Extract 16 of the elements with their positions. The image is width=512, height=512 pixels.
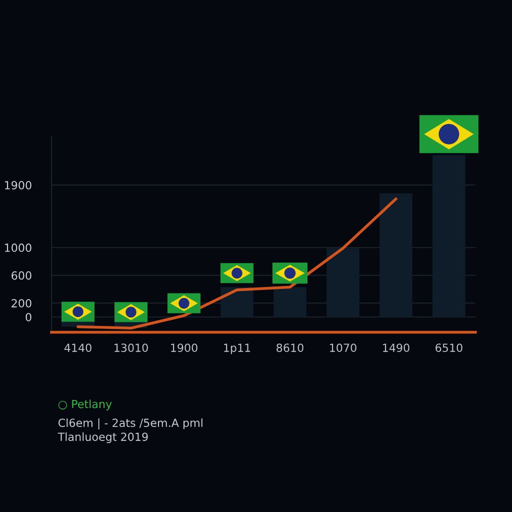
x-tick-label: 13010	[114, 344, 148, 352]
x-tick-label: 6510	[436, 344, 462, 352]
x-tick-label: 1070	[330, 344, 356, 352]
y-tick-label: 200	[12, 299, 32, 308]
text: ○ Petlany	[58, 400, 112, 410]
x-tick-label: 1p11	[224, 344, 250, 354]
y-tick-label: 1900	[5, 180, 32, 190]
text: Cl6em | - 2ats /5em.A pml	[58, 418, 202, 430]
x-tick-label: 8610	[276, 344, 304, 352]
y-tick-label: 0	[26, 312, 32, 322]
y-tick-label: 600	[12, 271, 32, 280]
x-tick-label: 1900	[171, 344, 198, 352]
x-tick-label: 1490	[383, 344, 410, 352]
x-tick-label: 4140	[64, 344, 92, 352]
text: Tlanluoegt 2019	[58, 432, 148, 444]
y-tick-label: 1000	[5, 244, 32, 252]
